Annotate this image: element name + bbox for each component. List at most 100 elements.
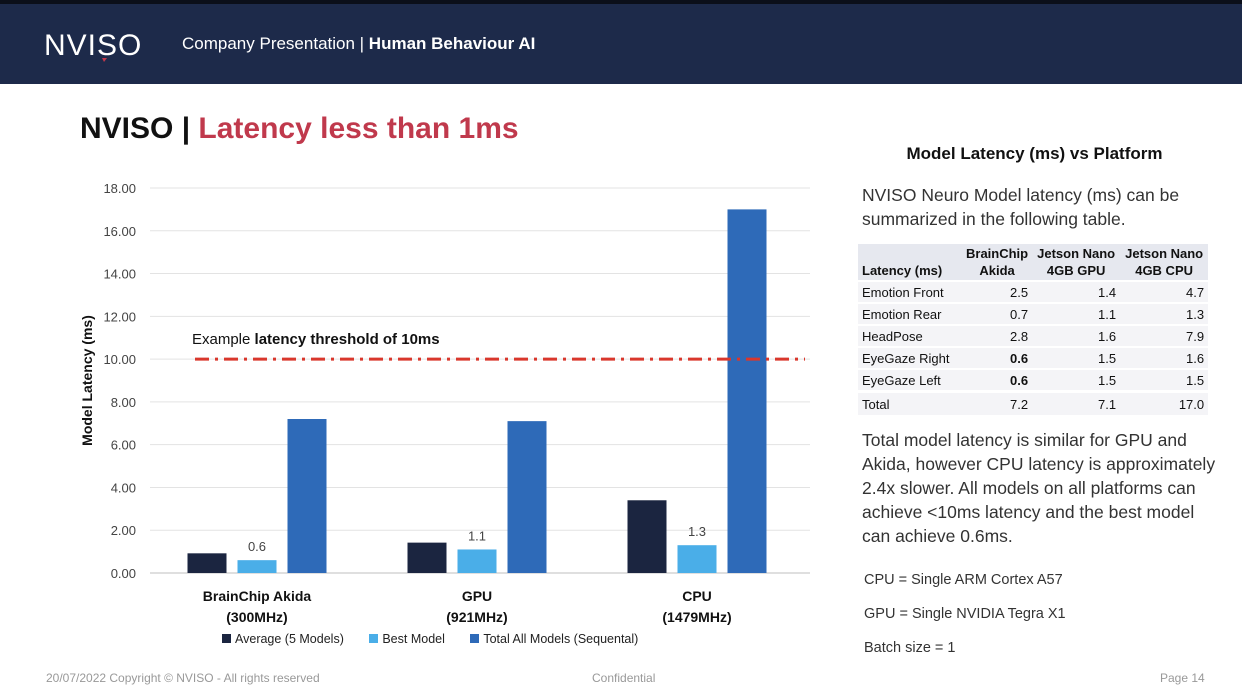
footer-page-number: Page 14 <box>1160 671 1205 685</box>
table-row: Emotion Rear 0.7 1.1 1.3 <box>858 302 1209 325</box>
note-cpu: CPU = Single ARM Cortex A57 <box>864 572 1063 588</box>
y-axis-label: Model Latency (ms) <box>79 315 95 446</box>
y-tick-label: 0.00 <box>111 566 136 581</box>
y-tick-label: 4.00 <box>111 480 136 495</box>
bar <box>507 421 547 573</box>
x-tick-label: (300MHz) <box>226 609 287 625</box>
table-cell: 1.4 <box>1032 280 1121 303</box>
y-tick-label: 10.00 <box>103 352 136 367</box>
legend-swatch-average <box>222 634 231 643</box>
x-tick-label: GPU <box>462 588 492 604</box>
table-cell: 0.6 <box>962 346 1033 369</box>
y-tick-label: 6.00 <box>111 438 136 453</box>
header-gpu: Jetson Nano 4GB GPU <box>1032 244 1121 281</box>
table-cell: 0.7 <box>962 302 1033 325</box>
header-bar: NVISO Company Presentation | Human Behav… <box>0 0 1242 84</box>
x-tick-label: (1479MHz) <box>662 609 731 625</box>
logo-accent-mark <box>102 58 107 62</box>
header-akida-line2: Akida <box>979 263 1015 278</box>
header-cpu: Jetson Nano 4GB CPU <box>1120 244 1209 281</box>
data-label: 0.6 <box>248 539 266 554</box>
note-gpu: GPU = Single NVIDIA Tegra X1 <box>864 606 1066 622</box>
bar <box>727 209 767 573</box>
bar <box>457 549 497 573</box>
panel-title: Model Latency (ms) vs Platform <box>906 144 1163 163</box>
footer-confidential: Confidential <box>592 671 656 685</box>
latency-bar-chart: 0.00 2.00 4.00 6.00 8.00 10.00 12.00 14.00 16.00… <box>79 181 810 625</box>
table-cell: 1.1 <box>1032 302 1121 325</box>
bar <box>677 545 717 573</box>
legend-label-average: Average (5 Models) <box>235 632 344 646</box>
legend-item-average: Average (5 Models) <box>222 632 344 646</box>
table-cell: 1.5 <box>1120 368 1209 392</box>
y-tick-label: 12.00 <box>103 309 136 324</box>
threshold-label-prefix: Example <box>192 331 255 348</box>
data-label: 1.1 <box>468 528 486 543</box>
header-akida: BrainChip Akida <box>962 244 1033 281</box>
slide-title-accent: Latency less than 1ms <box>198 112 519 145</box>
legend-label-best: Best Model <box>382 632 445 646</box>
table-cell: Emotion Front <box>858 280 962 303</box>
panel-intro: NVISO Neuro Model latency (ms) can be su… <box>862 185 1180 229</box>
table-row: Emotion Front 2.5 1.4 4.7 <box>858 280 1209 303</box>
header-latency-label: Latency (ms) <box>862 263 943 278</box>
header-gpu-line1: Jetson Nano <box>1037 246 1116 261</box>
y-tick-label: 18.00 <box>103 181 136 196</box>
header-latency: Latency (ms) <box>858 244 962 281</box>
threshold-label-bold: latency threshold of 10ms <box>255 331 440 348</box>
header-cpu-line2: 4GB CPU <box>1135 263 1194 278</box>
table-cell: 1.6 <box>1120 346 1209 369</box>
y-tick-label: 2.00 <box>111 523 136 538</box>
x-tick-label: BrainChip Akida <box>203 588 312 604</box>
table-cell: 4.7 <box>1120 280 1209 303</box>
header-akida-line1: BrainChip <box>966 246 1029 261</box>
table-cell: EyeGaze Right <box>858 346 962 369</box>
x-tick-label: CPU <box>682 588 712 604</box>
header-cpu-line1: Jetson Nano <box>1125 246 1204 261</box>
table-row: HeadPose 2.8 1.6 7.9 <box>858 324 1209 347</box>
table-cell: Emotion Rear <box>858 302 962 325</box>
footer-copyright: 20/07/2022 Copyright © NVISO - All right… <box>46 671 320 685</box>
slide-title-prefix: NVISO | <box>80 112 199 145</box>
header-gpu-line2: 4GB GPU <box>1046 263 1106 278</box>
note-batch: Batch size = 1 <box>864 640 956 656</box>
table-cell: 1.3 <box>1120 302 1209 325</box>
table-cell: EyeGaze Left <box>858 368 962 392</box>
header-subtitle-bold: Human Behaviour AI <box>368 34 536 53</box>
legend-swatch-best <box>369 634 379 643</box>
chart-legend: Average (5 Models) Best Model Total All … <box>222 632 660 646</box>
table-cell: 7.1 <box>1032 390 1121 415</box>
nviso-logo: NVISO <box>44 29 142 62</box>
slide-title: NVISO | Latency less than 1ms <box>80 112 519 146</box>
x-tick-label: (921MHz) <box>446 609 507 625</box>
table-cell: HeadPose <box>858 324 962 347</box>
table-header-row: Latency (ms) BrainChip Akida Jetson Nano 4… <box>858 244 1209 281</box>
table-cell: 1.6 <box>1032 324 1121 347</box>
header-subtitle: Company Presentation | Human Behaviour A… <box>182 34 535 54</box>
table-cell: 1.5 <box>1032 368 1121 392</box>
table-cell: 7.9 <box>1120 324 1209 347</box>
legend-item-best: Best Model <box>369 632 445 646</box>
bar <box>187 553 227 573</box>
latency-table: Latency (ms) BrainChip Akida Jetson Nano 4… <box>858 244 1209 415</box>
threshold-label: Example latency threshold of 10ms <box>192 331 440 348</box>
bar <box>627 500 667 573</box>
table-total-row: Total 7.2 7.1 17.0 <box>858 390 1209 415</box>
table-row: EyeGaze Right 0.6 1.5 1.6 <box>858 346 1209 369</box>
bar <box>287 419 327 573</box>
table-cell: 7.2 <box>962 390 1033 415</box>
panel-summary: Total model latency is similar for GPU a… <box>862 430 1216 546</box>
header-subtitle-prefix: Company Presentation | <box>182 34 369 53</box>
table-cell: 2.5 <box>962 280 1033 303</box>
table-cell: 1.5 <box>1032 346 1121 369</box>
y-tick-label: 8.00 <box>111 395 136 410</box>
legend-swatch-total <box>470 634 480 643</box>
bar <box>237 560 277 573</box>
table-row: EyeGaze Left 0.6 1.5 1.5 <box>858 368 1209 392</box>
y-tick-label: 16.00 <box>103 224 136 239</box>
logo-text: NVISO <box>44 29 142 62</box>
table-cell: Total <box>858 390 962 415</box>
table-cell: 17.0 <box>1120 390 1209 415</box>
table-cell: 2.8 <box>962 324 1033 347</box>
bar <box>407 542 447 573</box>
